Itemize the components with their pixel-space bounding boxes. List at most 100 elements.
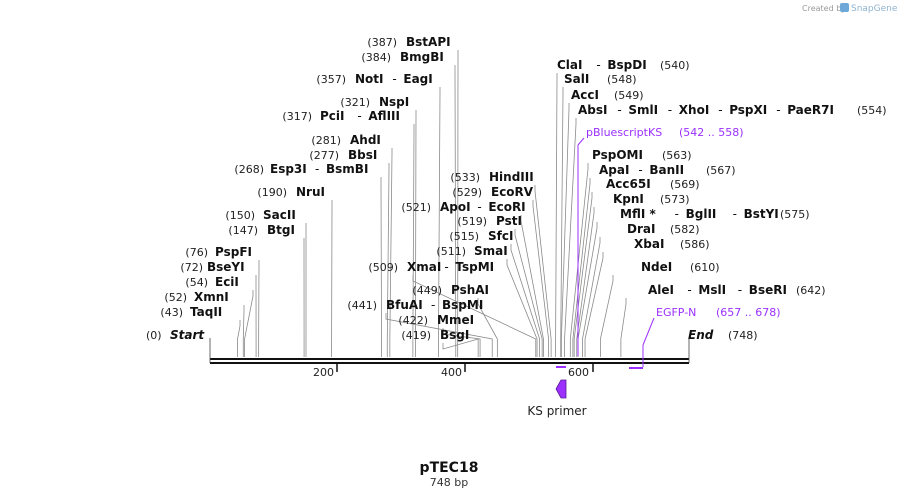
enzyme-separator: -: [357, 109, 361, 123]
feature-name: EGFP-N: [656, 306, 696, 319]
enzyme-position: (610): [690, 261, 720, 274]
enzyme-position: (642): [796, 284, 826, 297]
enzyme-name: BmgBI: [400, 50, 444, 64]
enzyme-name: AbsI: [578, 103, 607, 117]
enzyme-labels: (387) BstAPI(384) BmgBI(357) NotI - EagI(321)…: [160, 35, 886, 342]
enzyme-name: AleI: [648, 283, 674, 297]
cut-site-leaders: [237, 50, 627, 357]
enzyme-name: KpnI: [613, 192, 644, 206]
cut-site-leader: [555, 73, 558, 357]
enzyme-name: EcoRV: [491, 185, 534, 199]
enzyme-position: (569): [670, 178, 700, 191]
cut-site-leader: [385, 313, 493, 357]
enzyme-name: BsmBI: [326, 162, 368, 176]
enzyme-name: PaeR7I: [787, 103, 834, 117]
enzyme-separator: -: [776, 103, 780, 117]
sequence-title: pTEC18: [420, 460, 479, 476]
enzyme-position: (281): [311, 134, 341, 147]
tick-label-200: 200: [313, 366, 334, 379]
cut-site-leader: [520, 215, 544, 357]
enzyme-separator: -: [315, 162, 319, 176]
enzyme-name: XmaI: [407, 260, 441, 274]
credit-brand: SnapGene: [851, 4, 898, 14]
enzyme-name: ClaI: [557, 58, 582, 72]
enzyme-position: (519): [457, 215, 487, 228]
cut-site-leader: [577, 222, 598, 357]
enzyme-name: TaqII: [190, 305, 222, 319]
enzyme-name: BspMI: [442, 298, 483, 312]
feature-name: pBluescriptKS: [586, 126, 662, 139]
enzyme-name: MmeI: [437, 313, 474, 327]
cut-site-leader: [477, 298, 498, 357]
feature-range: (657 .. 678): [716, 306, 781, 319]
enzyme-name: HindIII: [489, 170, 534, 184]
enzyme-position: (357): [316, 73, 346, 86]
cut-site-leader: [573, 192, 593, 357]
enzyme-position: (540): [660, 59, 690, 72]
enzyme-position: (43): [160, 306, 183, 319]
enzyme-separator: -: [738, 283, 742, 297]
cut-site-leader: [438, 87, 441, 357]
enzyme-position: (515): [449, 230, 479, 243]
enzyme-name: PshAI: [451, 283, 489, 297]
cut-site-leader: [620, 298, 627, 357]
feature-leader: [642, 317, 655, 346]
enzyme-name: PspXI: [729, 103, 767, 117]
enzyme-position: (150): [225, 209, 255, 222]
enzyme-position: (72): [180, 261, 203, 274]
enzyme-separator: -: [444, 260, 448, 274]
enzyme-position: (509): [368, 261, 398, 274]
cut-site-leader: [560, 103, 570, 357]
cut-site-leader: [576, 207, 595, 357]
enzyme-name: MslI: [698, 283, 726, 297]
enzyme-position: (567): [706, 164, 736, 177]
enzyme-position: (573): [660, 193, 690, 206]
cut-site-leader: [380, 177, 382, 357]
enzyme-name: MflI *: [620, 207, 656, 221]
enzyme-separator: -: [668, 103, 672, 117]
enzyme-position: (147): [228, 224, 258, 237]
enzyme-position: (533): [450, 171, 480, 184]
enzyme-position: (52): [164, 291, 187, 304]
enzyme-name: ApoI: [440, 200, 471, 214]
enzyme-name: NdeI: [641, 260, 672, 274]
cut-site-leader: [237, 320, 241, 357]
feature-leader: [577, 137, 585, 146]
enzyme-name: EcoRI: [488, 200, 525, 214]
enzyme-name: Esp3I: [270, 162, 307, 176]
enzyme-name: SalI: [564, 72, 589, 86]
enzyme-name: PspFI: [215, 245, 252, 259]
cut-site-leader: [415, 110, 417, 357]
enzyme-name: BfuAI: [386, 298, 423, 312]
end-position: (748): [728, 329, 758, 342]
cut-site-leader: [534, 185, 552, 357]
enzyme-separator: -: [675, 207, 679, 221]
enzyme-name: XhoI: [679, 103, 710, 117]
cut-site-leader: [442, 328, 481, 357]
enzyme-position: (582): [670, 223, 700, 236]
enzyme-position: (575): [780, 208, 810, 221]
enzyme-name: BtgI: [267, 223, 295, 237]
enzyme-name: BstAPI: [406, 35, 451, 49]
enzyme-name: PciI: [320, 109, 345, 123]
enzyme-position: (554): [857, 104, 887, 117]
enzyme-name: SmaI: [474, 244, 508, 258]
enzyme-position: (419): [401, 329, 431, 342]
enzyme-separator: -: [687, 283, 691, 297]
enzyme-position: (387): [367, 36, 397, 49]
enzyme-name: Acc65I: [606, 177, 651, 191]
cut-site-leader: [442, 338, 479, 357]
enzyme-name: PstI: [496, 214, 522, 228]
ks-primer-label: KS primer: [527, 404, 586, 418]
enzyme-position: (529): [452, 186, 482, 199]
enzyme-position: (449): [412, 284, 442, 297]
enzyme-name: BsgI: [440, 328, 469, 342]
cut-site-leader: [412, 275, 537, 357]
enzyme-position: (54): [185, 276, 208, 289]
cut-site-leader: [584, 252, 604, 357]
cut-site-leader: [412, 124, 415, 357]
feature-pbluescriptks: pBluescriptKS (542 .. 558): [577, 126, 744, 356]
cut-site-leader: [244, 290, 254, 357]
enzyme-position: (422): [398, 314, 428, 327]
